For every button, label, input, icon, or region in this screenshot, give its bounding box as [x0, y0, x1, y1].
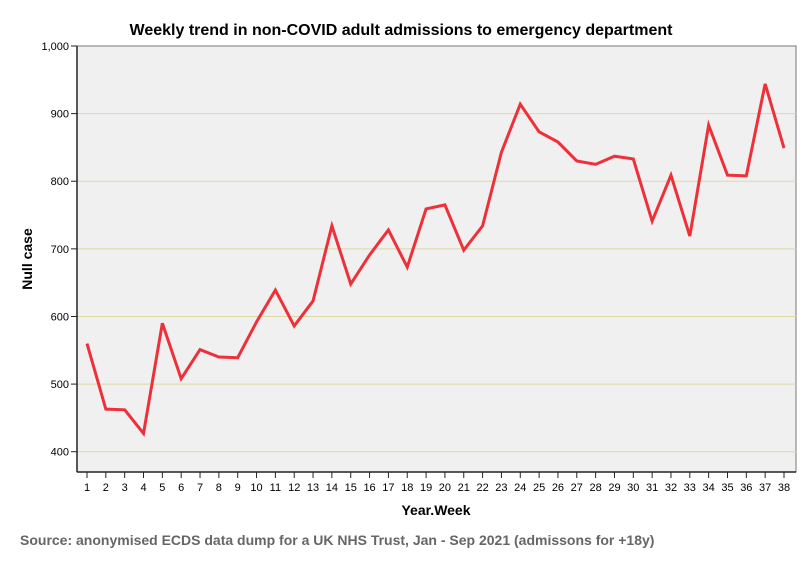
y-tick-label: 600 — [51, 311, 69, 323]
y-tick-label: 1,000 — [41, 41, 69, 53]
x-tick-label: 29 — [608, 482, 620, 494]
x-tick-label: 37 — [759, 482, 771, 494]
x-tick-label: 2 — [103, 482, 109, 494]
y-axis-label: Null case — [19, 228, 35, 290]
x-tick-label: 23 — [495, 482, 507, 494]
series-line — [85, 83, 786, 438]
x-tick-label: 24 — [514, 482, 526, 494]
y-tick-label: 400 — [51, 447, 69, 459]
x-tick-label: 20 — [439, 482, 451, 494]
x-tick-label: 11 — [270, 482, 281, 494]
y-tick-label: 900 — [51, 109, 69, 121]
x-tick-label: 33 — [684, 482, 696, 494]
x-tick-label: 32 — [665, 482, 677, 494]
x-tick-label: 25 — [533, 482, 545, 494]
x-tick-label: 15 — [345, 482, 357, 494]
x-tick-label: 6 — [178, 482, 184, 494]
x-tick-label: 3 — [122, 482, 128, 494]
x-tick-label: 31 — [646, 482, 658, 494]
x-tick-label: 30 — [627, 482, 639, 494]
x-tick-label: 9 — [235, 482, 241, 494]
x-tick-label: 17 — [382, 482, 394, 494]
x-tick-label: 12 — [288, 482, 300, 494]
source-note: Source: anonymised ECDS data dump for a … — [20, 532, 655, 548]
x-tick-label: 28 — [589, 482, 601, 494]
x-tick-label: 13 — [307, 482, 319, 494]
y-tick-label: 800 — [51, 176, 69, 188]
x-tick-label: 36 — [740, 482, 752, 494]
y-tick-label: 700 — [51, 244, 69, 256]
x-tick-label: 16 — [363, 482, 375, 494]
plot-area — [76, 45, 797, 473]
x-tick-label: 7 — [197, 482, 203, 494]
x-tick-label: 38 — [778, 482, 790, 494]
x-tick-label: 14 — [326, 482, 338, 494]
x-tick-label: 26 — [552, 482, 564, 494]
x-tick-label: 8 — [216, 482, 222, 494]
x-tick-label: 18 — [401, 482, 413, 494]
x-tick-label: 34 — [703, 482, 715, 494]
x-tick-label: 5 — [159, 482, 165, 494]
x-tick-label: 10 — [250, 482, 262, 494]
x-tick-label: 22 — [476, 482, 488, 494]
x-tick-label: 4 — [140, 482, 146, 494]
x-tick-label: 21 — [458, 482, 470, 494]
chart-title: Weekly trend in non-COVID adult admissio… — [130, 22, 674, 39]
x-tick-label: 19 — [420, 482, 432, 494]
x-tick-label: 1 — [84, 482, 90, 494]
x-tick-label: 35 — [721, 482, 733, 494]
y-tick-label: 500 — [51, 379, 69, 391]
x-tick-label: 27 — [571, 482, 583, 494]
x-axis-label: Year.Week — [401, 502, 470, 518]
